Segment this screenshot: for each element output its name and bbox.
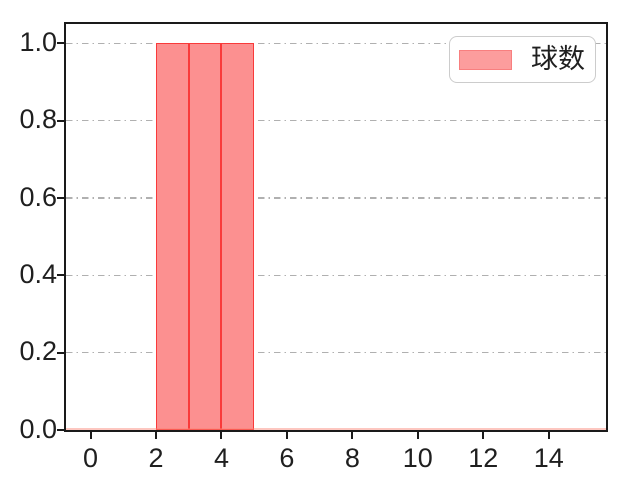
y-tick-label: 1.0 bbox=[19, 26, 57, 57]
gridline bbox=[66, 119, 606, 122]
legend: 球数 bbox=[449, 36, 596, 83]
x-tick-label: 4 bbox=[213, 443, 229, 473]
y-tick-label: 0.2 bbox=[19, 336, 57, 367]
legend-label: 球数 bbox=[531, 44, 585, 74]
gridline bbox=[66, 42, 606, 45]
y-tick bbox=[57, 274, 64, 277]
x-tick-label: 6 bbox=[279, 443, 295, 473]
y-tick-label: 0.8 bbox=[19, 104, 57, 135]
histogram-bar bbox=[188, 43, 222, 430]
histogram-baseline bbox=[66, 428, 606, 430]
x-tick bbox=[155, 432, 157, 439]
gridline bbox=[66, 351, 606, 354]
y-tick-label: 0.4 bbox=[19, 258, 57, 289]
histogram-bar bbox=[221, 43, 255, 430]
x-tick-label: 0 bbox=[83, 443, 99, 473]
x-tick bbox=[220, 432, 223, 439]
gridline bbox=[66, 274, 606, 277]
y-tick bbox=[57, 429, 64, 431]
x-tick bbox=[285, 432, 288, 439]
x-tick-label: 14 bbox=[533, 443, 564, 473]
x-tick bbox=[351, 432, 354, 439]
x-tick-label: 12 bbox=[468, 443, 499, 473]
x-tick-label: 10 bbox=[402, 443, 433, 473]
histogram-bar bbox=[156, 43, 189, 430]
legend-swatch bbox=[459, 49, 512, 70]
x-tick bbox=[89, 432, 92, 439]
gridline bbox=[66, 197, 606, 199]
plot-area bbox=[64, 22, 608, 432]
y-tick bbox=[57, 119, 64, 122]
y-tick bbox=[57, 351, 64, 354]
x-tick-label: 2 bbox=[148, 443, 164, 473]
x-tick bbox=[416, 432, 419, 439]
y-tick bbox=[57, 42, 64, 45]
y-tick-label: 0.0 bbox=[19, 413, 57, 444]
x-tick bbox=[482, 432, 485, 439]
y-tick-label: 0.6 bbox=[19, 181, 57, 212]
y-tick bbox=[57, 197, 64, 199]
x-tick-label: 8 bbox=[344, 443, 360, 473]
x-tick bbox=[547, 432, 550, 439]
